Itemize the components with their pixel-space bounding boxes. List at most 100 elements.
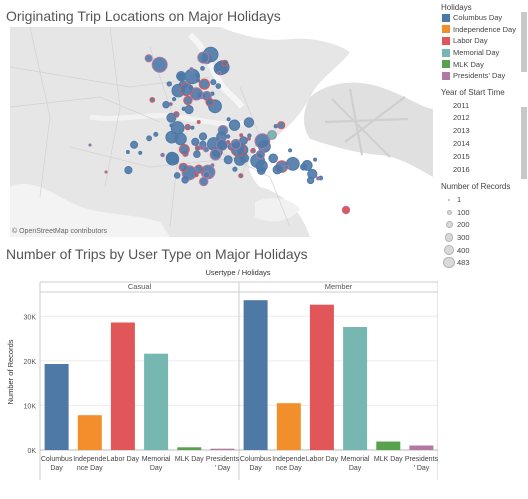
trip-origin-point[interactable] bbox=[194, 145, 201, 151]
bar-member-labor-day[interactable] bbox=[309, 304, 334, 450]
holiday-legend-item-presidents-day[interactable]: Presidents' Day bbox=[442, 70, 528, 82]
trip-origin-point[interactable] bbox=[198, 78, 210, 90]
trip-origin-point[interactable] bbox=[153, 131, 159, 137]
trip-origin-point[interactable] bbox=[146, 135, 153, 142]
bar-casual-mlk-day[interactable] bbox=[177, 447, 202, 450]
trip-origin-point[interactable] bbox=[166, 81, 173, 87]
trip-origin-point[interactable] bbox=[239, 133, 244, 138]
trip-origin-point[interactable] bbox=[184, 123, 191, 131]
trip-origin-point[interactable] bbox=[173, 172, 181, 179]
trip-origin-map[interactable]: © OpenStreetMap contributors bbox=[10, 27, 433, 237]
trip-origin-point[interactable] bbox=[223, 155, 233, 165]
year-filter-item-2014[interactable]: 2014 bbox=[453, 138, 470, 148]
trip-origin-point[interactable] bbox=[173, 111, 180, 118]
holidays-legend-scrollbar[interactable] bbox=[521, 12, 527, 72]
trip-origin-point[interactable] bbox=[243, 117, 255, 128]
trip-origin-point[interactable] bbox=[272, 164, 283, 175]
trip-origin-point[interactable] bbox=[216, 139, 228, 151]
trip-origin-point[interactable] bbox=[124, 166, 133, 175]
trip-origin-point[interactable] bbox=[184, 104, 194, 115]
bar-member-independence-day[interactable] bbox=[276, 403, 301, 450]
trip-origin-point[interactable] bbox=[215, 83, 222, 89]
year-filter-scrollbar[interactable] bbox=[521, 107, 527, 179]
trip-origin-point[interactable] bbox=[188, 85, 194, 90]
bar-casual-columbus-day[interactable] bbox=[44, 364, 69, 450]
bar-casual-presidents-day[interactable] bbox=[210, 448, 235, 450]
trip-origin-point[interactable] bbox=[197, 51, 210, 64]
trip-origin-point[interactable] bbox=[228, 119, 241, 131]
trip-origin-point[interactable] bbox=[267, 130, 277, 140]
trip-origin-point[interactable] bbox=[104, 170, 108, 174]
trip-origin-point[interactable] bbox=[205, 97, 214, 107]
trip-origin-point[interactable] bbox=[198, 132, 208, 141]
trips-by-usertype-chart[interactable]: Usertype / Holidays 0K 10K 20K 30K Number of … bbox=[0, 262, 438, 499]
trip-origin-point[interactable] bbox=[254, 133, 271, 149]
trip-origin-point[interactable] bbox=[202, 171, 211, 179]
trip-origin-point[interactable] bbox=[200, 66, 205, 71]
trip-origin-point[interactable] bbox=[184, 68, 200, 85]
trip-origin-point[interactable] bbox=[190, 125, 195, 130]
trip-origin-point[interactable] bbox=[125, 150, 130, 154]
trip-origin-point[interactable] bbox=[151, 56, 168, 73]
trip-origin-points[interactable] bbox=[88, 46, 351, 215]
map-canvas[interactable] bbox=[10, 27, 433, 237]
trip-origin-point[interactable] bbox=[209, 148, 222, 161]
year-filter-item-2011[interactable]: 2011 bbox=[453, 100, 470, 110]
holiday-legend-item-labor-day[interactable]: Labor Day bbox=[442, 35, 528, 47]
bar-member-presidents-day[interactable] bbox=[409, 445, 434, 451]
year-filter-item-2016[interactable]: 2016 bbox=[453, 164, 470, 174]
trip-origin-point[interactable] bbox=[301, 160, 313, 171]
trip-origin-point[interactable] bbox=[149, 97, 156, 103]
holiday-legend-item-memorial-day[interactable]: Memorial Day bbox=[442, 47, 528, 59]
year-filter-item-2012[interactable]: 2012 bbox=[453, 113, 470, 123]
trip-origin-point[interactable] bbox=[341, 205, 351, 215]
trip-origin-point[interactable] bbox=[174, 132, 187, 146]
trip-origin-point[interactable] bbox=[179, 144, 190, 155]
trip-origin-point[interactable] bbox=[284, 165, 289, 170]
trip-origin-point[interactable] bbox=[232, 166, 238, 172]
holiday-legend-item-independence-day[interactable]: Independence Day bbox=[442, 24, 528, 36]
trip-origin-point[interactable] bbox=[199, 145, 204, 151]
trip-origin-point[interactable] bbox=[196, 120, 201, 124]
trip-origin-point[interactable] bbox=[165, 152, 180, 166]
trip-origin-point[interactable] bbox=[138, 150, 143, 155]
holiday-legend-item-mlk-day[interactable]: MLK Day bbox=[442, 58, 528, 70]
year-filter-item-2015[interactable]: 2015 bbox=[453, 151, 470, 161]
year-filter[interactable]: 2011 2012 2013 2014 2015 2016 bbox=[441, 100, 528, 177]
trip-origin-point[interactable] bbox=[226, 117, 231, 122]
trip-origin-point[interactable] bbox=[189, 67, 194, 72]
trip-origin-point[interactable] bbox=[160, 152, 165, 158]
trip-origin-point[interactable] bbox=[172, 97, 177, 102]
trip-origin-point[interactable] bbox=[183, 95, 193, 106]
trip-origin-point[interactable] bbox=[246, 136, 251, 141]
trip-origin-point[interactable] bbox=[316, 176, 321, 181]
trip-origin-point[interactable] bbox=[191, 137, 200, 147]
trip-origin-point[interactable] bbox=[210, 79, 217, 86]
trip-origin-point[interactable] bbox=[230, 138, 242, 150]
trip-origin-point[interactable] bbox=[193, 150, 201, 158]
trip-origin-point[interactable] bbox=[255, 149, 266, 160]
trip-origin-point[interactable] bbox=[162, 101, 170, 109]
trip-origin-point[interactable] bbox=[238, 173, 244, 179]
trip-origin-point[interactable] bbox=[221, 59, 229, 67]
bar-casual-memorial-day[interactable] bbox=[144, 353, 169, 450]
trip-origin-point[interactable] bbox=[177, 72, 186, 82]
trip-origin-point[interactable] bbox=[193, 172, 199, 178]
year-filter-item-2013[interactable]: 2013 bbox=[453, 126, 470, 136]
trip-origin-point[interactable] bbox=[181, 176, 189, 184]
bar-casual-independence-day[interactable] bbox=[77, 415, 102, 450]
trip-origin-point[interactable] bbox=[199, 176, 209, 187]
trip-origin-point[interactable] bbox=[181, 106, 187, 112]
trip-origin-point[interactable] bbox=[225, 134, 231, 139]
bar-member-mlk-day[interactable] bbox=[376, 441, 401, 451]
bar-casual-labor-day[interactable] bbox=[110, 322, 135, 451]
trip-origin-point[interactable] bbox=[273, 124, 278, 129]
trip-origin-point[interactable] bbox=[178, 162, 188, 172]
trip-origin-point[interactable] bbox=[144, 54, 153, 63]
trip-origin-point[interactable] bbox=[268, 153, 279, 164]
trip-origin-point[interactable] bbox=[288, 148, 293, 153]
trip-origin-point[interactable] bbox=[313, 157, 318, 162]
trip-origin-point[interactable] bbox=[306, 176, 315, 185]
holidays-legend[interactable]: Columbus Day Independence Day Labor Day Mem… bbox=[441, 12, 528, 82]
trip-origin-point[interactable] bbox=[130, 140, 139, 149]
